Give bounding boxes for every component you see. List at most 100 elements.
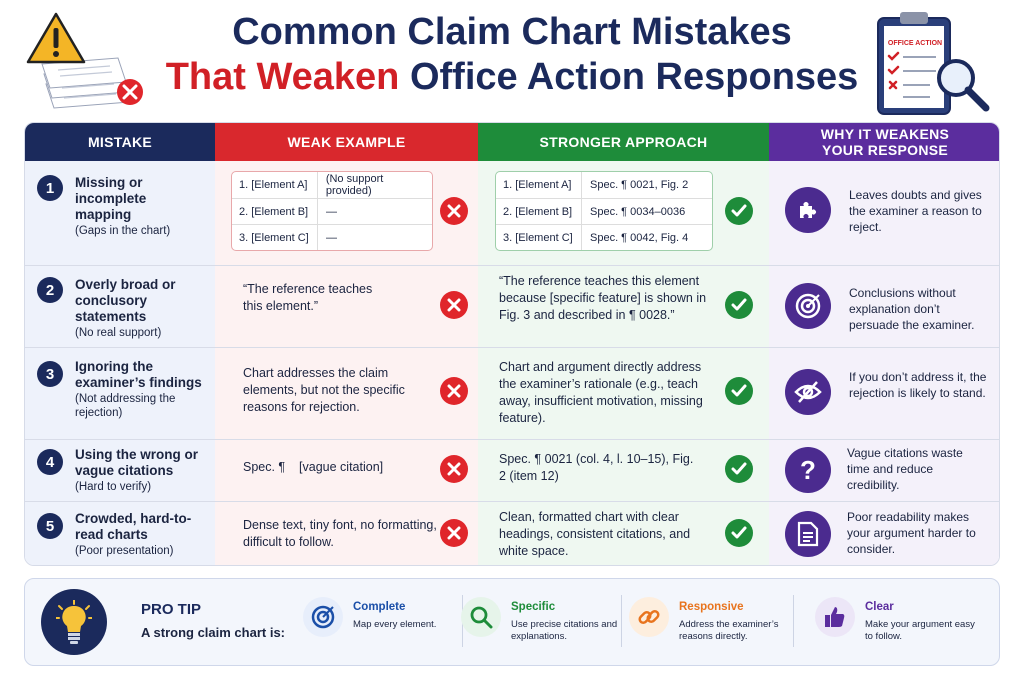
mistake-subtitle: (Hard to verify): [75, 481, 152, 493]
mistake-title: Ignoring the examiner’s findings (Not add…: [75, 359, 205, 420]
divider: [793, 595, 794, 647]
table-row: 1 Missing or incomplete mapping (Gaps in …: [25, 161, 999, 265]
weak-example: Chart addresses the claim elements, but …: [243, 366, 405, 414]
x-mark-icon: [440, 197, 468, 225]
mistakes-table: MISTAKE WEAK EXAMPLE STRONGER APPROACH W…: [24, 122, 1000, 566]
why-text: Leaves doubts and gives the examiner a r…: [849, 188, 982, 234]
tip-name: Responsive: [679, 601, 744, 613]
why-text: Poor readability makes your argument har…: [847, 510, 976, 556]
row-number: 3: [37, 361, 63, 387]
strong-example: Clean, formatted chart with clear headin…: [499, 510, 691, 558]
row-divider: [25, 501, 999, 502]
mistake-title-text: Missing or incomplete mapping: [75, 175, 147, 222]
mini-element: 1. [Element A]: [496, 172, 582, 198]
mistake-title: Using the wrong or vague citations (Hard …: [75, 447, 205, 494]
check-mark-icon: [725, 197, 753, 225]
row-number: 5: [37, 513, 63, 539]
strong-example: “The reference teaches this element beca…: [499, 274, 707, 322]
target-icon: [785, 283, 831, 329]
strong-mini-table: 1. [Element A] Spec. ¶ 0021, Fig. 2 2. [E…: [495, 171, 713, 251]
thumbs-up-icon: [815, 597, 855, 637]
mini-element: 3. [Element C]: [232, 225, 318, 250]
x-mark-icon: [440, 291, 468, 319]
weak-mini-table: 1. [Element A] (No support provided) 2. […: [231, 171, 433, 251]
x-mark-icon: [440, 455, 468, 483]
pro-tip-label: PRO TIP: [141, 601, 202, 618]
mistake-title-text: Crowded, hard-to-read charts: [75, 511, 192, 542]
weak-example: Spec. ¶ [vague citation]: [243, 460, 384, 474]
header-weak: WEAK EXAMPLE: [215, 123, 478, 161]
mistake-title: Missing or incomplete mapping (Gaps in th…: [75, 175, 205, 238]
mini-element: 2. [Element B]: [232, 199, 318, 224]
divider: [621, 595, 622, 647]
mistake-subtitle: (Poor presentation): [75, 545, 174, 557]
question-icon: ?: [785, 447, 831, 493]
document-icon: [785, 511, 831, 557]
mistake-subtitle: (No real support): [75, 327, 162, 339]
pro-tip-lead: A strong claim chart is:: [141, 625, 285, 640]
eye-off-icon: [785, 369, 831, 415]
x-mark-icon: [440, 377, 468, 405]
header-stronger: STRONGER APPROACH: [478, 123, 769, 161]
mistake-title-text: Ignoring the examiner’s findings: [75, 359, 202, 390]
clipboard-icon: [877, 12, 990, 115]
row-divider: [25, 265, 999, 266]
target-icon: [303, 597, 343, 637]
check-mark-icon: [725, 377, 753, 405]
mini-value: (No support provided): [325, 173, 384, 197]
warning-icon: [26, 12, 143, 109]
row-number: 4: [37, 449, 63, 475]
mini-element: 2. [Element B]: [496, 199, 582, 224]
mini-value: Spec. ¶ 0034–0036: [590, 205, 686, 218]
mini-value: —: [326, 231, 337, 244]
warning-papers-illustration: [26, 12, 156, 112]
mistake-title: Overly broad or conclusory statements (No…: [75, 277, 205, 340]
x-mark-icon: [440, 519, 468, 547]
tip-name: Clear: [865, 601, 894, 613]
tip-name: Specific: [511, 601, 556, 613]
link-icon: [629, 597, 669, 637]
row-divider: [25, 439, 999, 440]
mistake-subtitle: (Gaps in the chart): [75, 225, 171, 237]
check-mark-icon: [725, 291, 753, 319]
title-highlight: That Weaken: [165, 56, 400, 98]
tip-desc: Use precise citations and explanations.: [511, 619, 618, 642]
mistake-title-text: Using the wrong or vague citations: [75, 447, 198, 478]
lightbulb-icon: [41, 589, 107, 655]
tip-name: Complete: [353, 601, 406, 613]
mistake-title: Crowded, hard-to-read charts (Poor presen…: [75, 511, 205, 558]
mini-value: —: [326, 205, 337, 218]
pro-tip-panel: PRO TIP A strong claim chart is: Complet…: [24, 578, 1000, 666]
mistake-title-text: Overly broad or conclusory statements: [75, 277, 176, 324]
strong-example: Chart and argument directly address the …: [499, 360, 703, 425]
why-text: If you don’t address it, the rejection i…: [849, 370, 987, 400]
row-number: 2: [37, 277, 63, 303]
title-rest: Office Action Responses: [399, 56, 859, 98]
office-action-clipboard: OFFICE ACTION: [870, 10, 1000, 120]
weak-example: Dense text, tiny font, no formatting, di…: [243, 518, 437, 549]
page-title: Common Claim Chart Mistakes That Weaken …: [0, 10, 1024, 100]
puzzle-icon: [785, 187, 831, 233]
title-line-1: Common Claim Chart Mistakes: [232, 11, 792, 53]
mini-element: 3. [Element C]: [496, 225, 582, 250]
mini-value: Spec. ¶ 0021, Fig. 2: [590, 179, 689, 191]
header-mistake: MISTAKE: [25, 123, 215, 161]
row-divider: [25, 347, 999, 348]
tip-desc: Address the examiner’s reasons directly.: [679, 619, 779, 642]
tip-desc: Make your argument easy to follow.: [865, 619, 975, 642]
row-number: 1: [37, 175, 63, 201]
table-row: 4 Using the wrong or vague citations (Har…: [25, 439, 999, 501]
check-mark-icon: [725, 519, 753, 547]
mini-value: Spec. ¶ 0042, Fig. 4: [590, 231, 689, 244]
mini-element: 1. [Element A]: [232, 172, 318, 198]
tip-desc: Map every element.: [353, 619, 437, 630]
why-text: Conclusions without explanation don’t pe…: [849, 286, 975, 332]
why-text: Vague citations waste time and reduce cr…: [847, 446, 963, 492]
strong-example: Spec. ¶ 0021 (col. 4, l. 10–15), Fig. 2 …: [499, 452, 694, 483]
table-row: 5 Crowded, hard-to-read charts (Poor pres…: [25, 501, 999, 565]
mistake-subtitle: (Not addressing the rejection): [75, 393, 176, 419]
table-row: 3 Ignoring the examiner’s findings (Not a…: [25, 347, 999, 439]
table-row: 2 Overly broad or conclusory statements (…: [25, 265, 999, 347]
header-why: WHY IT WEAKENS YOUR RESPONSE: [769, 123, 999, 161]
check-mark-icon: [725, 455, 753, 483]
